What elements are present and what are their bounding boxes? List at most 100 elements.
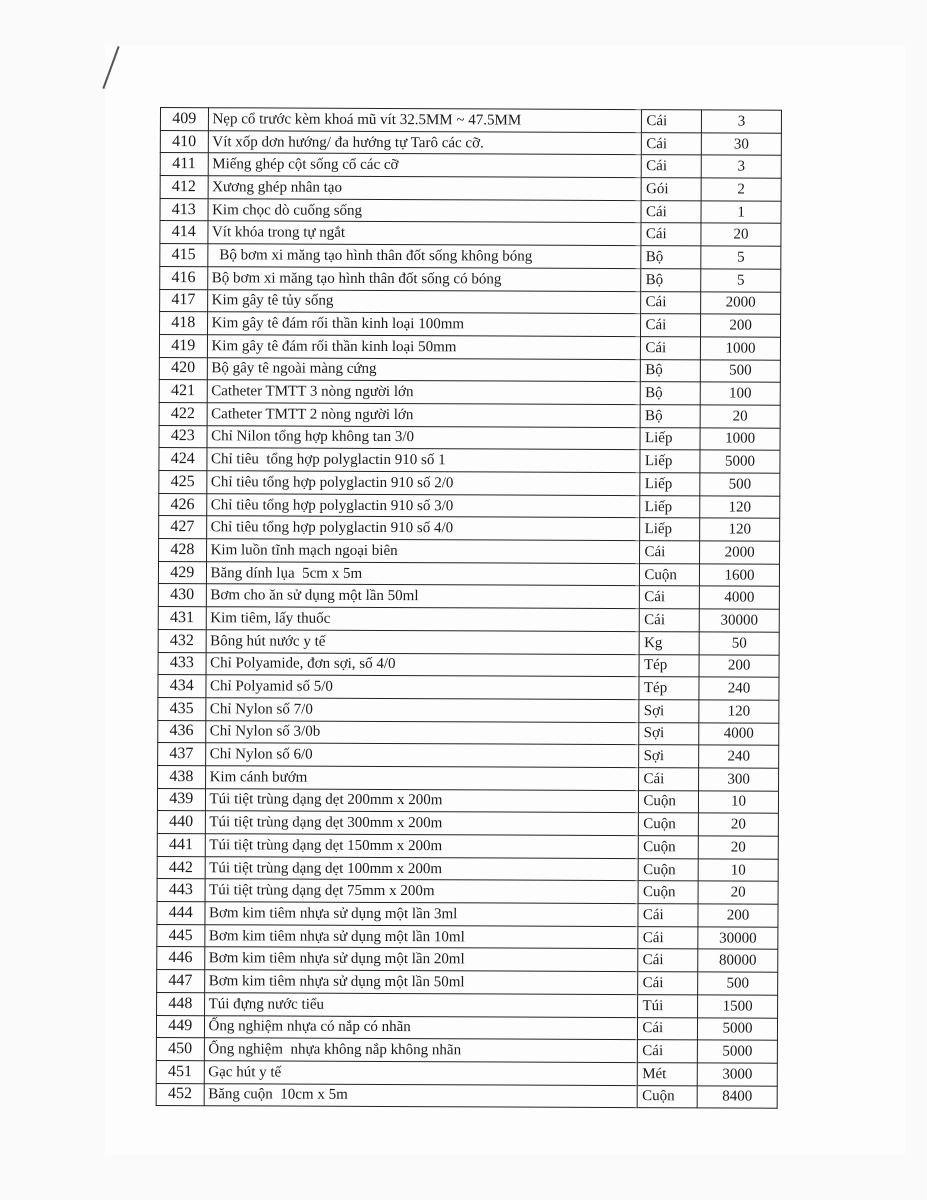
row-number-cell: 414 (159, 220, 208, 244)
table-row: 431 Kim tiêm, lấy thuốc Cái 30000 (158, 606, 780, 633)
quantity-cell: 20 (700, 404, 781, 428)
item-name-cell: Chỉ tiêu tổng hợp polyglactin 910 số 4/0 (206, 516, 641, 541)
unit-cell: Cuộn (637, 1085, 698, 1109)
unit-cell: Cuộn (639, 563, 700, 587)
table-row: 425 Chỉ tiêu tổng hợp polyglactin 910 số … (158, 470, 780, 496)
item-name-cell: Túi tiệt trùng dạng dẹt 200mm x 200m (204, 788, 639, 813)
unit-cell: Cái (641, 223, 702, 246)
table-row: 435 Chỉ Nylon số 7/0 Sợi 120 (157, 697, 779, 723)
document-page (105, 45, 905, 1155)
row-number-cell: 432 (158, 629, 206, 653)
quantity-cell: 30 (701, 132, 782, 156)
item-name-cell: Chỉ Polyamide, đơn sợi, số 4/0 (205, 652, 640, 677)
quantity-cell: 120 (699, 495, 780, 519)
row-number-cell: 429 (158, 561, 207, 585)
unit-cell: Bộ (641, 268, 701, 292)
item-name-cell: Chỉ Nylon số 3/0b (205, 720, 640, 745)
table-row: 422 Catheter TMTT 2 nòng người lớn Bộ 20 (159, 402, 781, 428)
table-row: 430 Bơm cho ăn sử dụng một lần 50ml Cái 400… (158, 583, 780, 610)
item-name-cell: Bộ bơm xi măng tạo hình thân đốt sống có… (207, 266, 642, 292)
quantity-cell: 120 (699, 518, 780, 542)
item-name-cell: Chỉ tiêu tổng hợp polyglactin 910 số 2/0 (206, 470, 641, 496)
quantity-cell: 200 (699, 654, 780, 678)
row-number-cell: 431 (158, 606, 206, 630)
row-number-cell: 441 (157, 833, 205, 857)
row-number-cell: 452 (156, 1083, 204, 1106)
row-number-cell: 420 (159, 357, 207, 380)
item-name-cell: Ống nghiệm nhựa không nắp không nhãn (203, 1037, 638, 1063)
table-row: 415 Bộ bơm xi măng tạo hình thân đốt sốn… (159, 243, 781, 270)
item-name-cell: Vít xốp dơn hướng/ đa hướng tự Tarô các … (207, 130, 642, 155)
quantity-cell: 240 (699, 677, 780, 701)
unit-cell: Túi (637, 994, 698, 1018)
table-row: 432 Bông hút nước y tế Kg 50 (158, 629, 780, 655)
unit-cell: Cuộn (638, 812, 699, 836)
quantity-cell: 100 (700, 382, 781, 406)
quantity-cell: 500 (700, 359, 781, 383)
row-number-cell: 427 (158, 515, 207, 539)
item-name-cell: Túi tiệt trùng dạng dẹt 300mm x 200m (204, 811, 639, 836)
table-row: 413 Kim chọc dò cuống sống Cái 1 (160, 198, 782, 224)
table-row: 441 Túi tiệt trùng dạng dẹt 150mm x 200m C… (157, 833, 779, 859)
quantity-cell: 2 (701, 177, 782, 201)
item-name-cell: Kim chọc dò cuống sống (207, 198, 642, 224)
unit-cell: Mét (637, 1062, 698, 1086)
unit-cell: Cái (638, 767, 699, 791)
unit-cell: Tép (639, 676, 700, 700)
quantity-cell: 30000 (697, 926, 778, 950)
table-row: 450 Ống nghiệm nhựa không nắp không nhãn C… (156, 1037, 778, 1064)
quantity-cell: 2000 (699, 540, 780, 564)
table-row: 438 Kim cánh bướm Cái 300 (157, 765, 779, 791)
quantity-cell: 300 (698, 767, 779, 791)
row-number-cell: 418 (159, 311, 208, 335)
unit-cell: Tép (639, 654, 700, 678)
item-name-cell: Chỉ tiêu tổng hợp polyglactin 910 số 1 (206, 448, 641, 473)
quantity-cell: 1 (701, 200, 782, 224)
unit-cell: Bộ (640, 359, 701, 383)
unit-cell: Cái (640, 336, 701, 360)
quantity-cell: 1500 (697, 994, 778, 1018)
table-row: 442 Túi tiệt trùng dạng dẹt 100mm x 200m C… (157, 856, 779, 882)
table-row: 412 Xương ghép nhân tạo Gói 2 (160, 175, 782, 201)
row-number-cell: 439 (157, 788, 206, 812)
row-number-cell: 440 (157, 810, 205, 834)
item-name-cell: Bộ gây tê ngoài màng cứng (206, 357, 641, 382)
row-number-cell: 446 (156, 946, 205, 970)
row-number-cell: 449 (156, 1014, 205, 1038)
item-name-cell: Túi tiệt trùng dạng dẹt 75mm x 200m (204, 879, 639, 904)
table-row: 421 Catheter TMTT 3 nòng người lớn Bộ 100 (159, 379, 781, 406)
item-name-cell: Kim gây tê đám rối thần kinh loại 50mm (206, 334, 641, 360)
unit-cell: Kg (639, 631, 700, 655)
quantity-cell: 4000 (698, 722, 779, 746)
quantity-cell: 200 (700, 314, 781, 338)
table-row: 443 Túi tiệt trùng dạng dẹt 75mm x 200m Cu… (157, 878, 779, 905)
row-number-cell: 416 (159, 266, 208, 290)
item-name-cell: Túi tiệt trùng dạng dẹt 150mm x 200m (204, 833, 639, 859)
quantity-cell: 500 (697, 971, 778, 996)
row-number-cell: 423 (159, 425, 207, 449)
unit-cell: Cái (638, 971, 698, 995)
table-row: 409 Nẹp cổ trước kèm khoá mũ vít 32.5MM ~… (160, 107, 782, 133)
quantity-cell: 240 (698, 745, 779, 769)
quantity-cell: 10 (698, 858, 779, 882)
quantity-cell: 2000 (700, 291, 781, 315)
quantity-cell: 3 (701, 109, 782, 133)
quantity-cell: 3 (701, 155, 782, 179)
row-number-cell: 411 (160, 152, 208, 176)
row-number-cell: 435 (157, 697, 206, 721)
row-number-cell: 412 (160, 175, 208, 199)
unit-cell: Cái (639, 608, 700, 632)
item-name-cell: Kim gây tê tủy sống (207, 289, 642, 314)
table-row: 428 Kim luồn tĩnh mạch ngoại biên Cái 2000 (158, 538, 780, 564)
unit-cell: Liếp (640, 427, 701, 451)
table-row: 447 Bơm kim tiêm nhựa sử dụng một lần 50m… (156, 969, 778, 996)
quantity-cell: 3000 (697, 1062, 778, 1086)
item-name-cell: Chỉ Nylon số 7/0 (205, 697, 640, 723)
item-name-cell: Chỉ Nylon số 6/0 (205, 742, 640, 768)
unit-cell: Cái (641, 132, 702, 156)
item-name-cell: Kim luồn tĩnh mạch ngoại biên (206, 538, 641, 564)
quantity-cell: 500 (699, 472, 780, 496)
row-number-cell: 450 (156, 1037, 204, 1061)
quantity-cell: 5000 (697, 1017, 778, 1041)
table-row: 444 Bơm kim tiêm nhựa sử dụng một lần 3ml… (156, 901, 779, 927)
